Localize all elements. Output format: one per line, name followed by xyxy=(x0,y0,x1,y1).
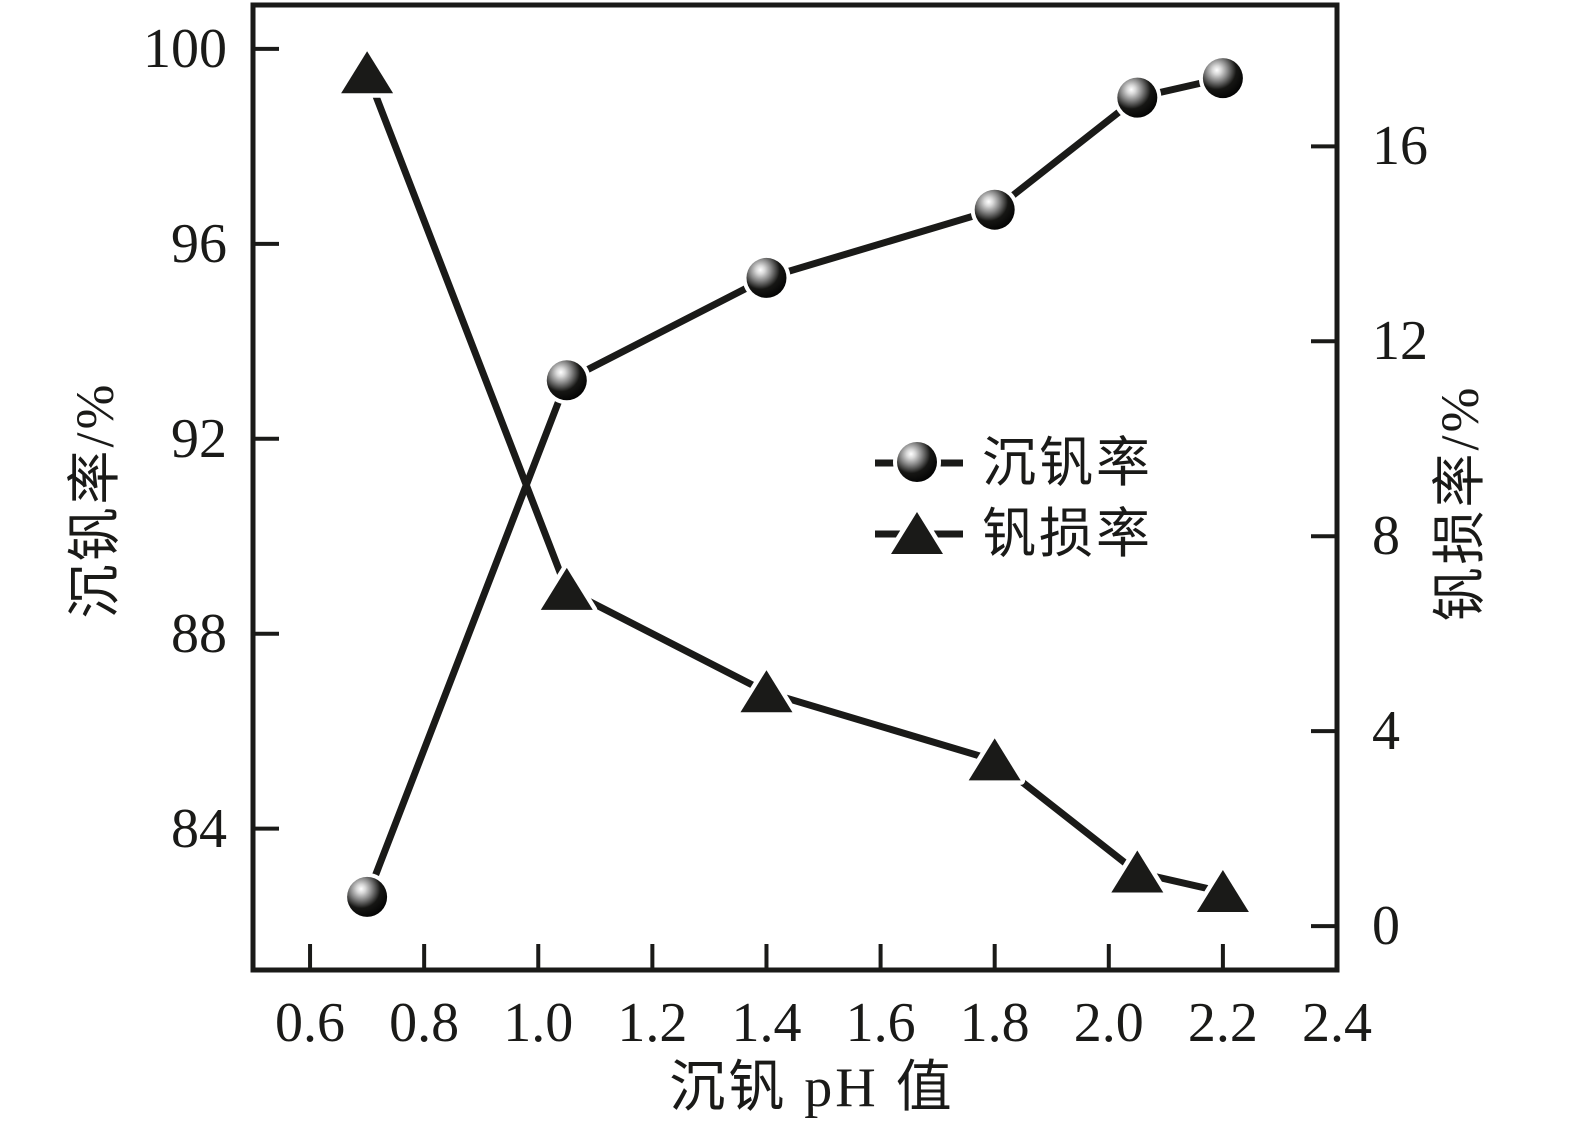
x-tick-label: 1.4 xyxy=(731,992,802,1054)
x-tick-label: 1.2 xyxy=(617,992,688,1054)
x-tick-label: 0.8 xyxy=(389,992,460,1054)
circle-marker-icon xyxy=(546,360,587,401)
circle-marker-icon xyxy=(1202,58,1243,99)
triangle-marker-icon xyxy=(968,738,1021,781)
circle-marker-icon xyxy=(897,442,937,482)
triangle-marker-icon xyxy=(1111,850,1164,893)
triangle-marker-icon xyxy=(1196,870,1249,913)
x-tick-label: 1.8 xyxy=(959,992,1030,1054)
plot-frame xyxy=(250,2,1340,973)
x-tick-label: 1.6 xyxy=(845,992,916,1054)
y-right-tick-label: 16 xyxy=(1372,115,1428,178)
y-axis-right-title: 钒损率/% xyxy=(1430,384,1490,622)
x-tick-label: 2.0 xyxy=(1073,992,1144,1054)
y-right-tick-label: 12 xyxy=(1372,310,1428,373)
y-right-tick-label: 8 xyxy=(1372,505,1400,568)
x-tick-label: 2.4 xyxy=(1302,992,1372,1054)
triangle-marker-icon xyxy=(341,51,394,94)
triangle-marker-icon xyxy=(740,670,793,713)
y-right-tick-label: 4 xyxy=(1372,700,1400,763)
x-tick-label: 0.6 xyxy=(275,992,346,1054)
x-tick-label: 1.0 xyxy=(503,992,574,1054)
y-left-tick-label: 96 xyxy=(171,212,227,275)
circle-marker-icon xyxy=(974,189,1015,230)
y-left-tick-label: 92 xyxy=(171,407,227,470)
circle-marker-icon xyxy=(347,876,388,917)
x-axis-title: 沉钒 pH 值 xyxy=(669,1057,955,1119)
y-left-tick-label: 88 xyxy=(171,602,227,665)
circle-marker-icon xyxy=(746,257,787,298)
circle-marker-icon xyxy=(1117,77,1158,118)
y-left-tick-label: 100 xyxy=(143,17,227,80)
legend-item-loss-rate: 钒损率 xyxy=(982,504,1153,564)
y-axis-left-title: 沉钒率/% xyxy=(65,381,125,619)
y-right-tick-label: 0 xyxy=(1372,895,1400,958)
x-tick-label: 2.2 xyxy=(1187,992,1258,1054)
triangle-marker-icon xyxy=(540,567,593,610)
y-left-tick-label: 84 xyxy=(171,797,227,860)
triangle-marker-icon xyxy=(891,512,943,554)
legend-item-precipitation-rate: 沉钒率 xyxy=(982,433,1153,493)
